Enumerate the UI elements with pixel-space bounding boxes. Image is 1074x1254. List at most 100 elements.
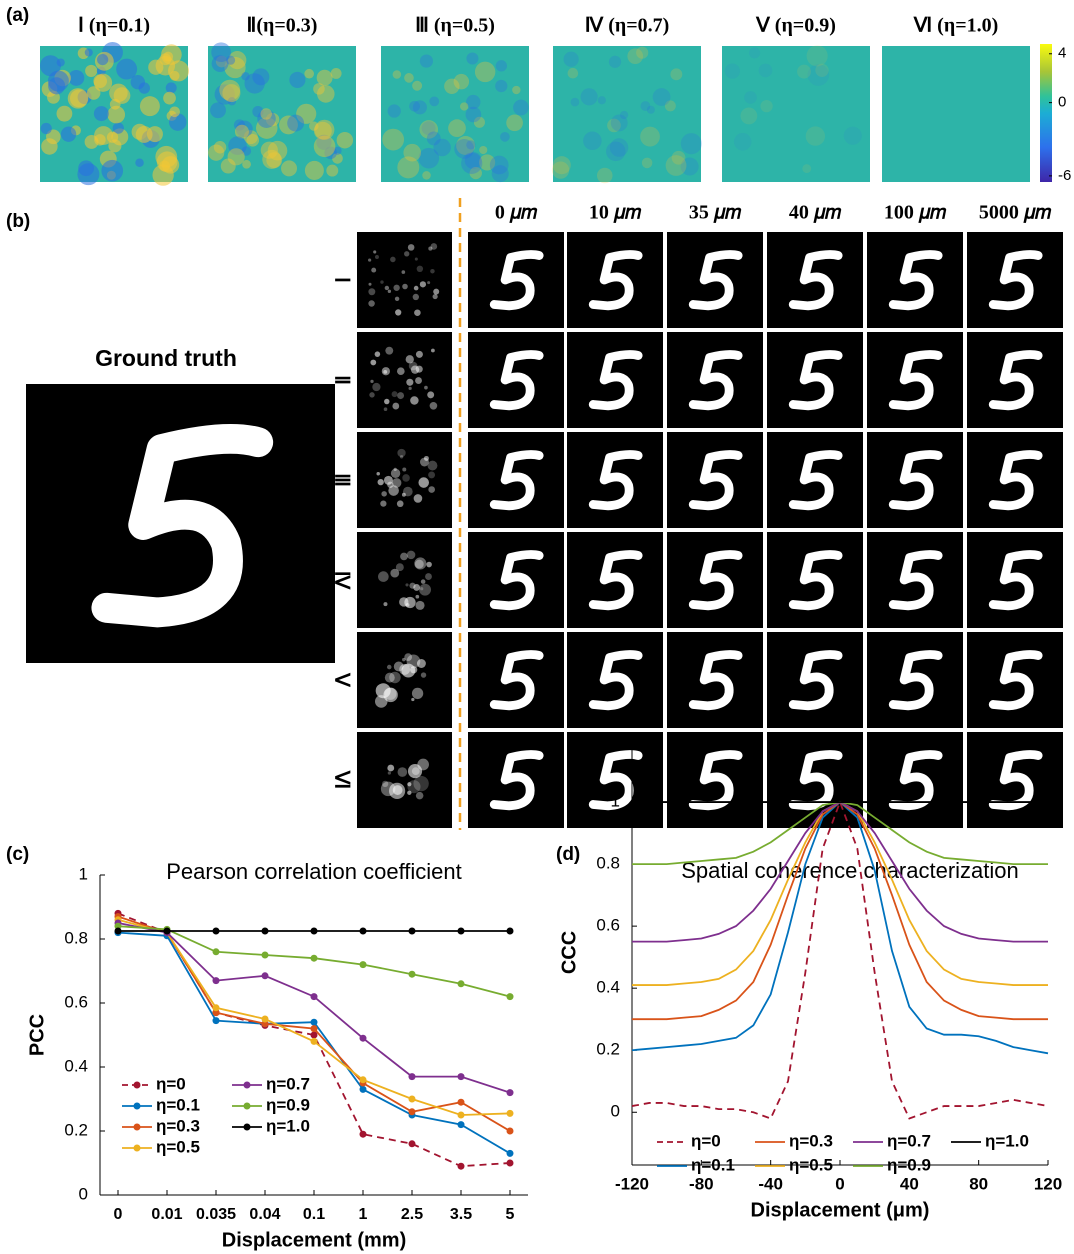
phase-blob: [94, 106, 109, 121]
speckle-image: [357, 732, 452, 828]
phase-blob: [725, 64, 740, 79]
column-header: 35 𝜇𝑚: [689, 202, 742, 224]
phase-blob: [289, 72, 305, 88]
speckle-dot: [428, 486, 435, 493]
legend-label: η=0.5: [789, 1155, 833, 1174]
phase-blob: [337, 132, 353, 148]
speckle-dot: [404, 653, 412, 661]
data-point: [115, 928, 122, 935]
y-tick-label: 0.6: [64, 992, 88, 1011]
speckle-dot: [424, 456, 429, 461]
phase-blob: [260, 108, 271, 119]
phase-blob: [41, 123, 52, 134]
legend-label: η=0.3: [156, 1116, 200, 1135]
speckle-dot: [414, 309, 421, 316]
speckle-dot: [404, 251, 409, 256]
phase-blob: [85, 48, 93, 56]
speckle-dot: [381, 491, 387, 497]
speckle-dot: [368, 300, 374, 306]
map-title: Ⅱ(η=0.3): [247, 15, 318, 37]
phase-blob: [642, 158, 653, 169]
speckle-dot: [415, 601, 424, 610]
data-point: [458, 928, 465, 935]
x-tick-label: 80: [969, 1174, 988, 1193]
data-point: [409, 1140, 416, 1147]
speckle-dot: [407, 791, 411, 795]
phase-blob: [313, 83, 325, 95]
legend-marker: [244, 1124, 251, 1131]
map-title: Ⅳ (η=0.7): [585, 15, 670, 37]
phase-blob: [314, 120, 334, 140]
phase-blob: [461, 153, 482, 174]
data-point: [458, 980, 465, 987]
phase-blob: [41, 138, 57, 154]
x-tick-label: 40: [900, 1174, 919, 1193]
phase-blob: [598, 96, 606, 104]
speckle-dot: [395, 297, 399, 301]
phase-blob: [420, 54, 433, 67]
speckle-dot: [387, 665, 392, 670]
speckle-image: [357, 232, 452, 328]
phase-blob: [422, 171, 431, 180]
speckle-dot: [416, 351, 423, 358]
speckle-dot: [384, 399, 389, 404]
y-tick-label: 0.4: [64, 1056, 88, 1075]
phase-blob: [166, 82, 177, 93]
figure: (a)Ⅰ (η=0.1)Ⅱ(η=0.3)Ⅲ (η=0.5)Ⅳ (η=0.7)Ⅴ …: [0, 0, 1074, 1254]
colorbar: [1040, 44, 1052, 182]
y-tick-label: 0.2: [596, 1040, 620, 1059]
data-point: [409, 971, 416, 978]
speckle-dot: [402, 493, 406, 497]
legend-marker: [134, 1145, 141, 1152]
phase-blob: [388, 104, 401, 117]
x-tick-label: 3.5: [450, 1206, 472, 1223]
data-point: [213, 1017, 220, 1024]
data-point: [311, 928, 318, 935]
speckle-dot: [407, 782, 411, 786]
speckle-dot: [373, 250, 376, 253]
data-point: [458, 1099, 465, 1106]
legend-label: η=0.3: [789, 1131, 833, 1150]
speckle-dot: [370, 360, 376, 366]
data-point: [507, 1160, 514, 1167]
y-tick-label: 0.2: [64, 1120, 88, 1139]
legend-marker: [134, 1082, 141, 1089]
data-point: [262, 952, 269, 959]
phase-blob: [163, 52, 173, 62]
legend-label: η=0: [691, 1131, 721, 1150]
speckle-dot: [426, 562, 432, 568]
column-header: 0 𝜇𝑚: [495, 202, 538, 224]
data-point: [311, 1019, 318, 1026]
speckle-dot: [417, 659, 426, 668]
phase-blob: [287, 115, 304, 132]
speckle-dot: [378, 571, 389, 582]
y-tick-label: 0.8: [64, 928, 88, 947]
x-tick-label: 5: [506, 1206, 515, 1223]
y-axis-label: PCC: [26, 1014, 48, 1056]
speckle-dot: [411, 698, 414, 701]
legend-label: η=0.9: [266, 1095, 310, 1114]
chart-title: Spatial coherence characterization: [681, 858, 1019, 883]
x-tick-label: 0.04: [249, 1206, 280, 1223]
data-point: [507, 1128, 514, 1135]
phase-blob: [77, 163, 99, 185]
phase-blob: [479, 146, 487, 154]
phase-blob: [163, 92, 176, 105]
phase-blob: [135, 158, 144, 167]
phase-blob: [583, 132, 602, 151]
y-tick-label: 1: [611, 792, 620, 811]
x-tick-label: 0.01: [151, 1206, 182, 1223]
data-point: [262, 1016, 269, 1023]
panel-label: (b): [6, 211, 30, 232]
speckle-dot: [390, 257, 396, 263]
data-point: [507, 993, 514, 1000]
phase-blob: [740, 108, 757, 125]
phase-blob: [444, 79, 459, 94]
phase-blob: [382, 129, 404, 151]
phase-blob: [136, 126, 153, 143]
speckle-dot: [393, 285, 399, 291]
phase-blob: [140, 96, 160, 116]
phase-blob: [101, 160, 123, 182]
phase-blob: [571, 98, 580, 107]
speckle-dot: [433, 289, 439, 295]
